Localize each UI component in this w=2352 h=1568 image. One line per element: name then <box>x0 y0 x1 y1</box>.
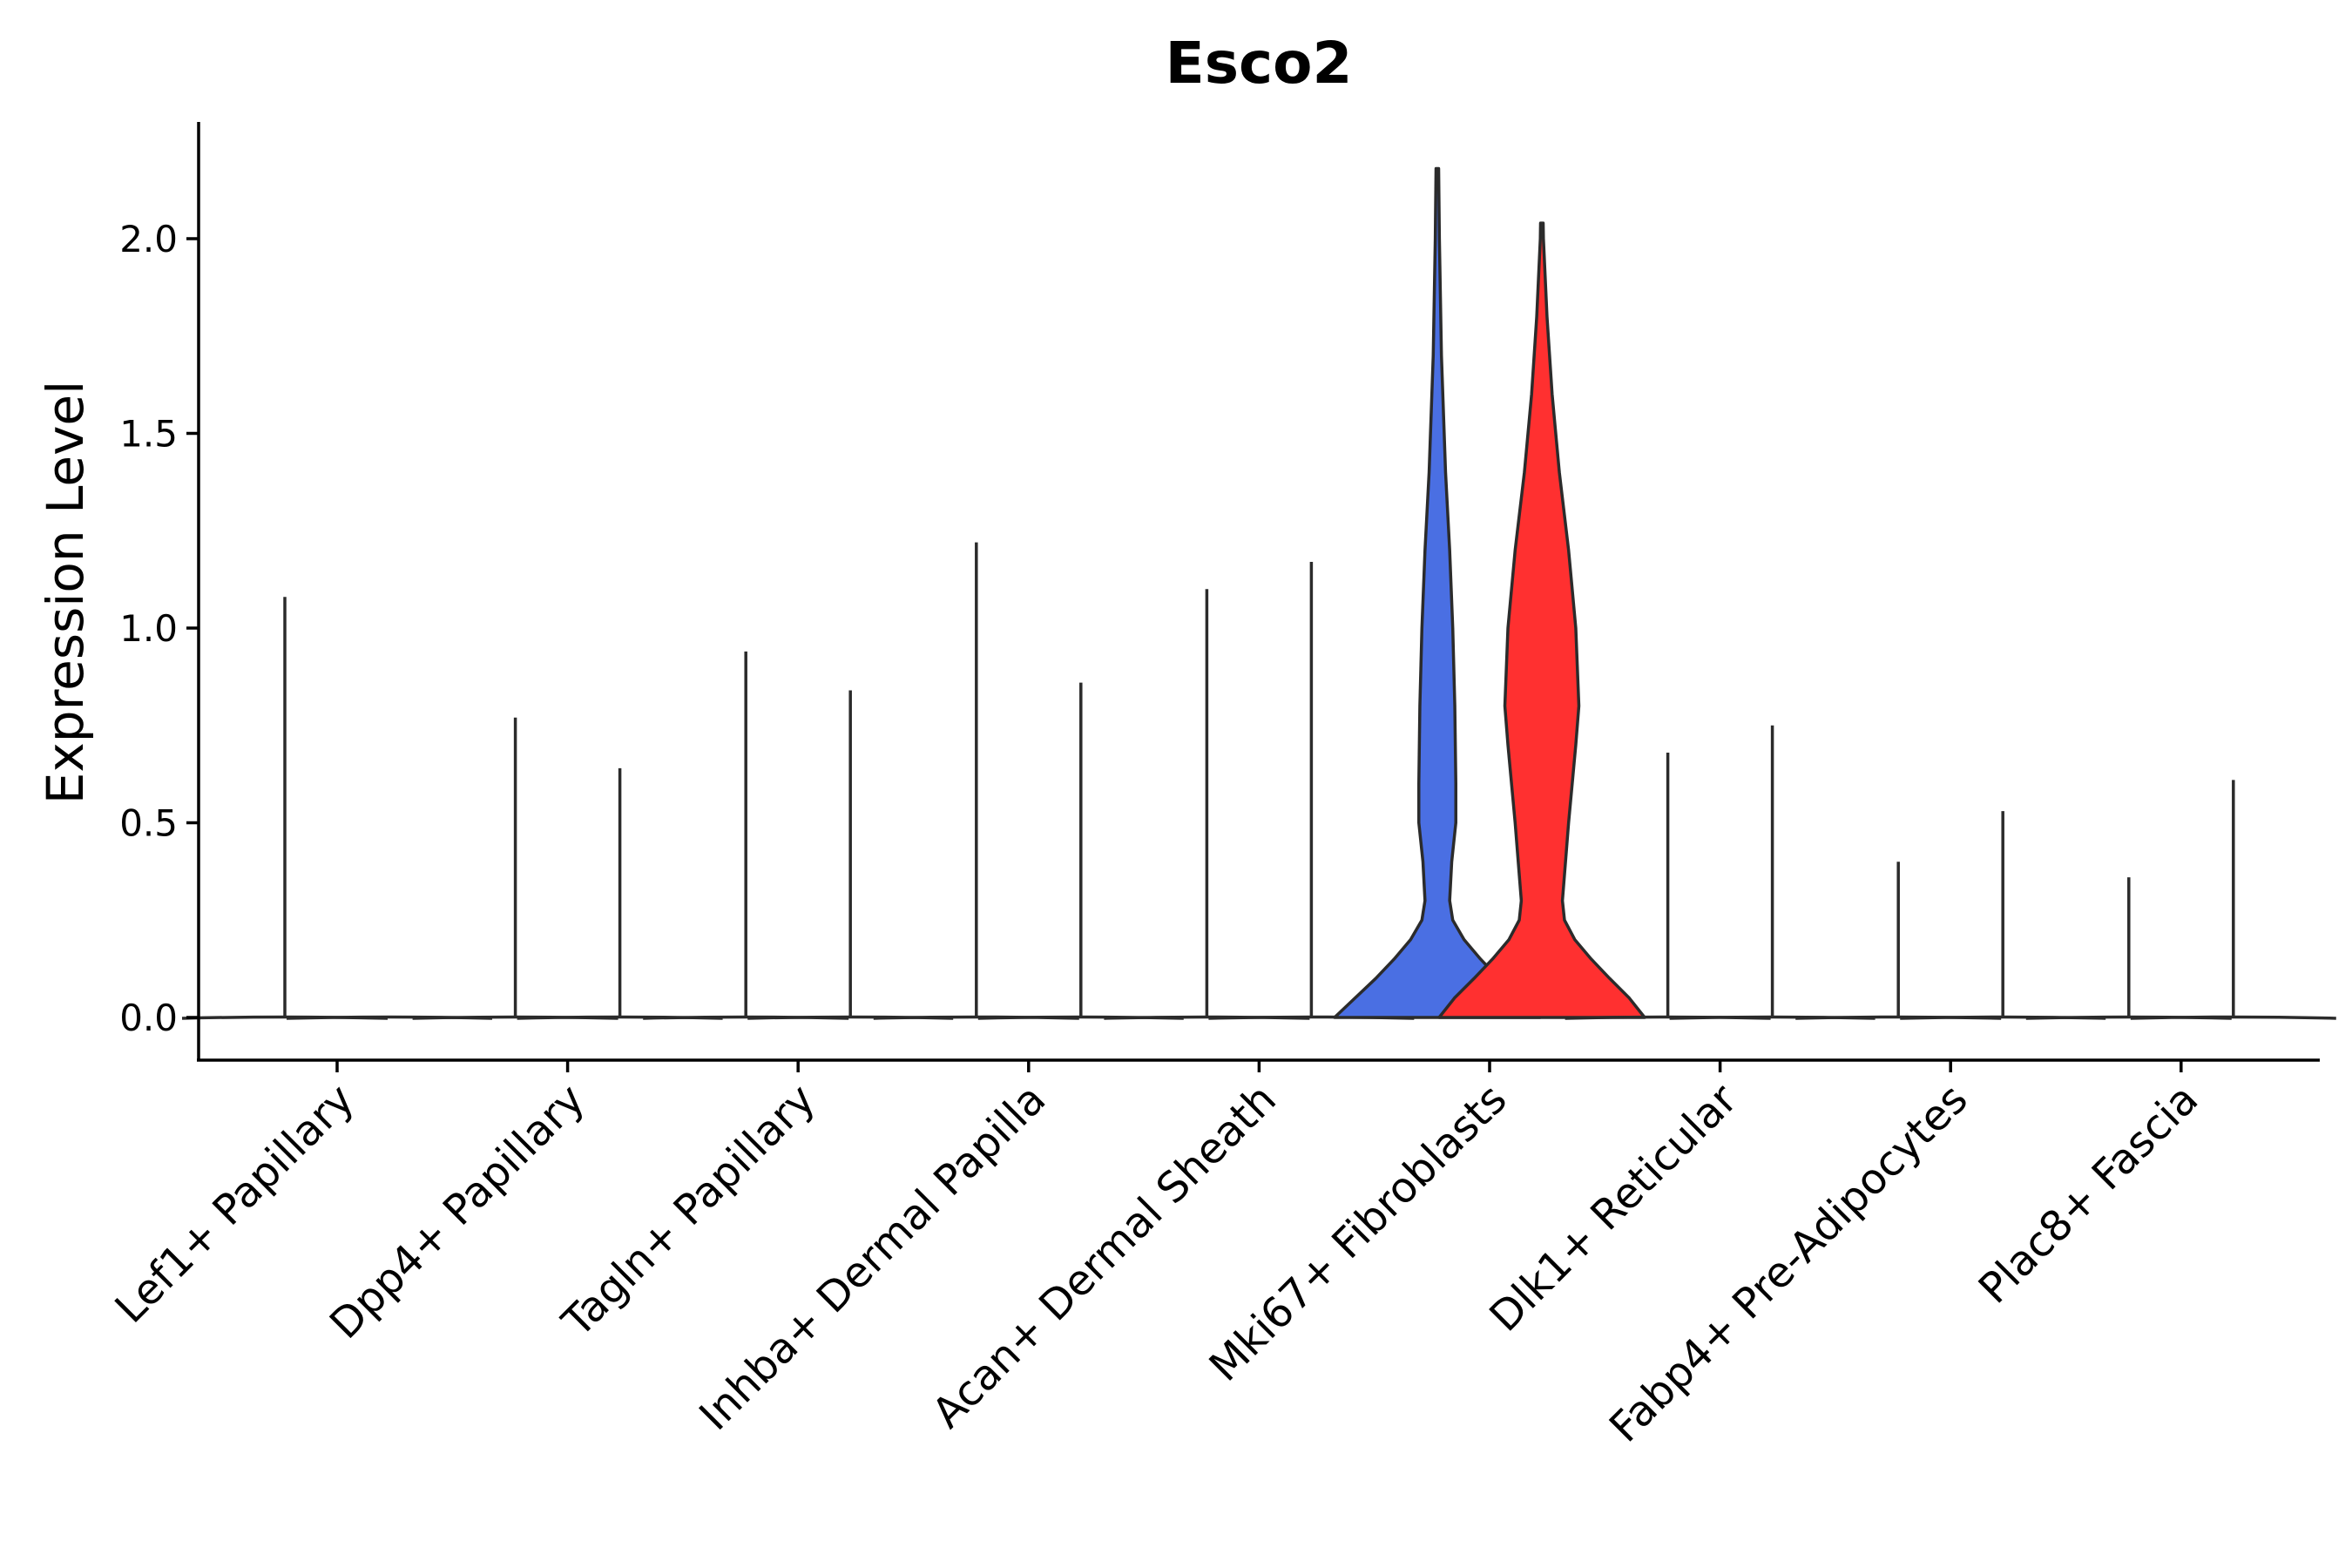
y-tick-label: 1.5 <box>119 413 178 456</box>
y-tick-label: 0.5 <box>119 802 178 845</box>
x-tick-label: Dlk1+ Reticular <box>1480 1075 1747 1342</box>
y-tick-label: 0.0 <box>119 997 178 1039</box>
x-tick-label: Lef1+ Papillary <box>106 1075 364 1333</box>
y-tick-label: 1.0 <box>119 607 178 650</box>
chart-title: Esco2 <box>1166 30 1353 97</box>
violin-mki67-fibroblasts-group-2 <box>1437 221 1646 1019</box>
y-ticks: 0.0 0.5 1.0 1.5 2.0 <box>119 218 199 1039</box>
violin-mki67-fibroblasts-group-1 <box>1333 166 1542 1019</box>
x-tick-label: Dpp4+ Papillary <box>321 1075 594 1348</box>
x-tick-label: Tagln+ Papillary <box>552 1075 824 1347</box>
y-tick-label: 2.0 <box>119 218 178 260</box>
y-axis-label: Expression Level <box>36 381 95 804</box>
violins-layer <box>181 166 2336 1020</box>
x-tick-label: Plac8+ Fascia <box>1970 1075 2208 1314</box>
